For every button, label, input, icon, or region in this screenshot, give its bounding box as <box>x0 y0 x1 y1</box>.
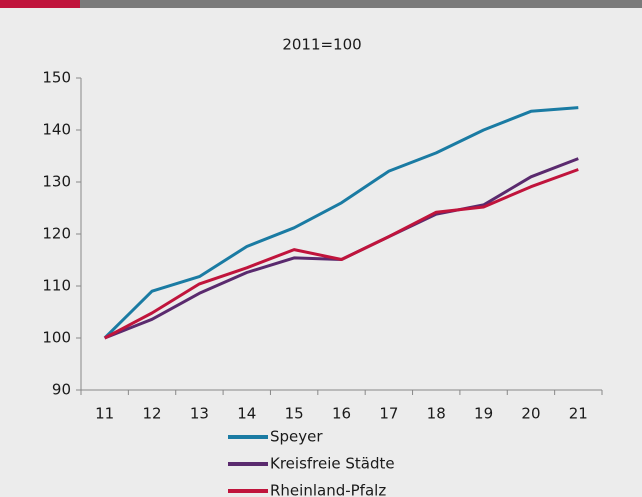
x-tick-label: 21 <box>569 405 588 423</box>
x-tick-label: 12 <box>142 405 161 423</box>
y-tick-label: 110 <box>42 277 71 295</box>
header-bar <box>80 0 642 8</box>
series-line <box>104 157 579 340</box>
x-tick-label: 16 <box>332 405 351 423</box>
x-tick-label: 17 <box>379 405 398 423</box>
x-tick-label: 19 <box>474 405 493 423</box>
x-tick-label: 14 <box>237 405 256 423</box>
legend-label: Rheinland-Pfalz <box>270 482 386 497</box>
x-tick-label: 18 <box>427 405 446 423</box>
y-tick-label: 140 <box>42 121 71 139</box>
y-tick-label: 100 <box>42 329 71 347</box>
x-tick-label: 15 <box>285 405 304 423</box>
y-tick-label: 120 <box>42 225 71 243</box>
y-tick-label: 150 <box>42 69 71 87</box>
x-tick-label: 13 <box>190 405 209 423</box>
y-tick-label: 130 <box>42 173 71 191</box>
x-tick-label: 11 <box>95 405 114 423</box>
series-line <box>103 168 579 340</box>
header-accent <box>0 0 80 8</box>
chart-title: 2011=100 <box>282 36 361 54</box>
x-tick-label: 20 <box>521 405 540 423</box>
legend-label: Kreisfreie Städte <box>270 455 395 473</box>
series-line <box>103 106 579 340</box>
legend-label: Speyer <box>270 428 323 446</box>
y-tick-label: 90 <box>52 381 71 399</box>
